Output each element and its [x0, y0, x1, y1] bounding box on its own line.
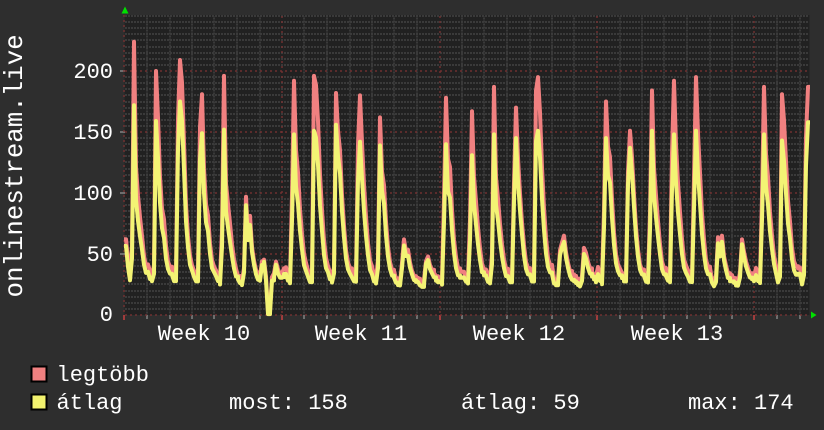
svg-text:onlinestream.live: onlinestream.live [1, 34, 30, 297]
svg-text:legtöbb: legtöbb [57, 363, 149, 388]
svg-text:max: 174: max: 174 [688, 391, 794, 416]
svg-text:Week 13: Week 13 [631, 322, 723, 347]
svg-text:Week 12: Week 12 [473, 322, 565, 347]
svg-text:100: 100 [73, 182, 113, 207]
svg-text:200: 200 [73, 60, 113, 85]
svg-text:most: 158: most: 158 [229, 391, 348, 416]
svg-text:átlag: átlag [57, 391, 123, 416]
svg-text:50: 50 [87, 243, 113, 268]
svg-text:150: 150 [73, 121, 113, 146]
svg-text:Week 10: Week 10 [158, 322, 250, 347]
svg-text:0: 0 [100, 303, 113, 328]
svg-text:átlag: 59: átlag: 59 [461, 391, 580, 416]
svg-text:Week 11: Week 11 [315, 322, 407, 347]
